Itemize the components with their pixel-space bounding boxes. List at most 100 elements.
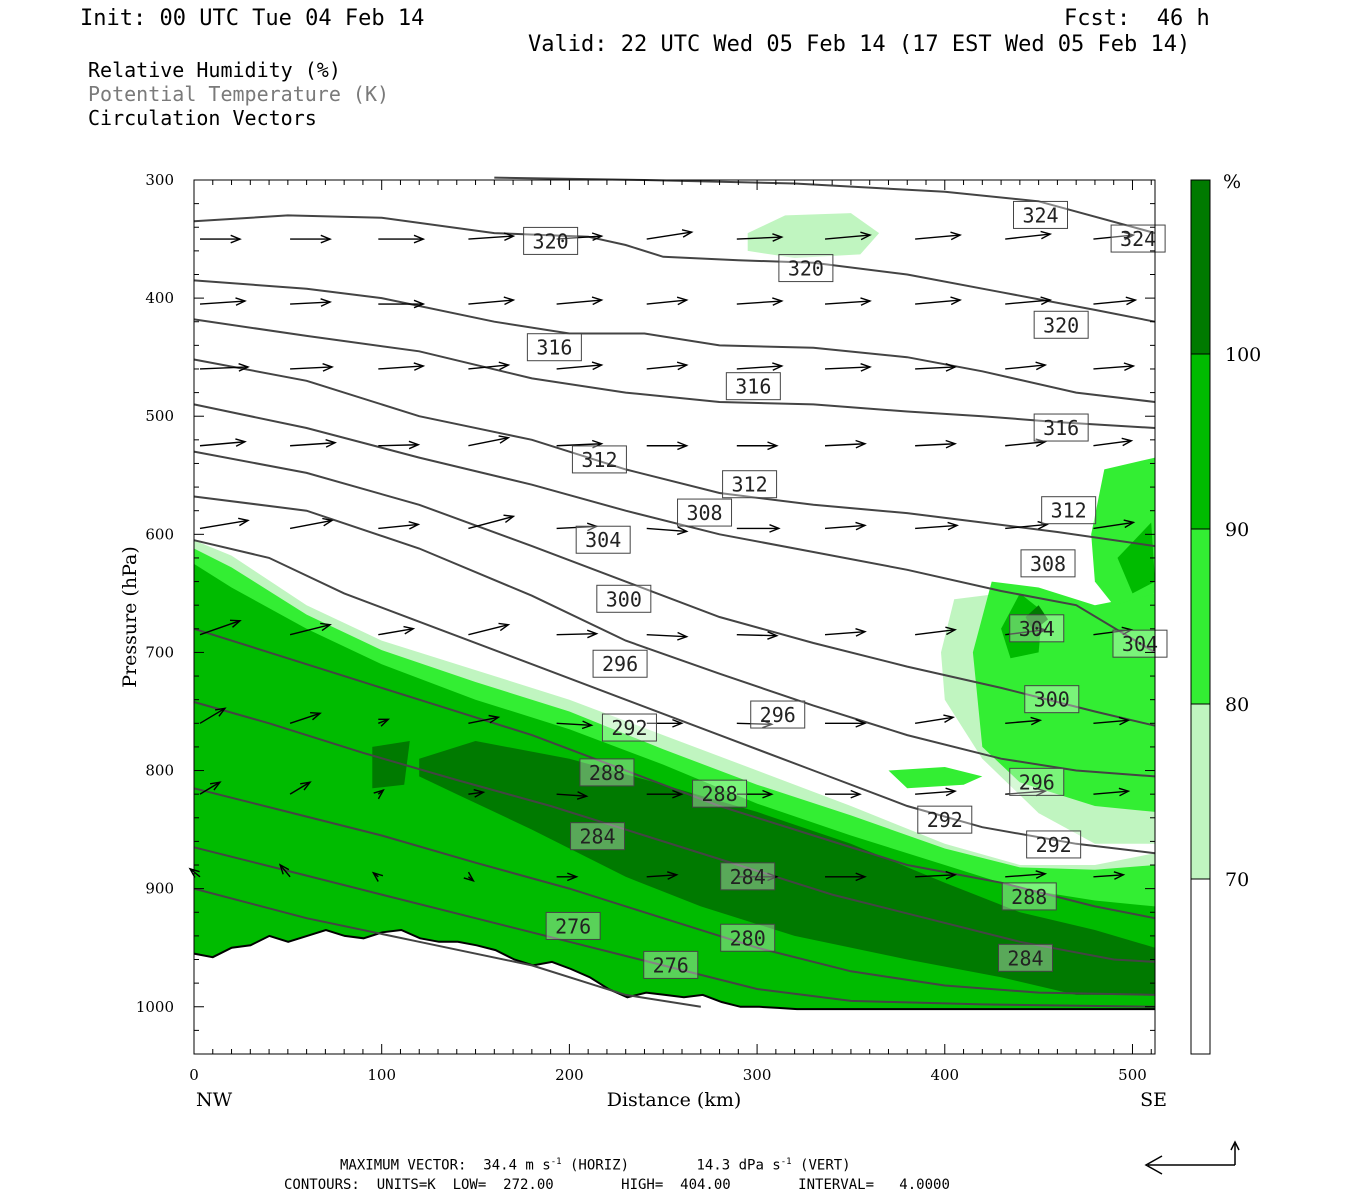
vector-arrow-head xyxy=(1123,519,1136,529)
vector-arrow xyxy=(736,365,782,370)
vector-arrow-head xyxy=(322,517,334,527)
vector-arrow-head xyxy=(408,440,421,450)
vector-arrow xyxy=(1005,719,1041,724)
contour-label: 284 xyxy=(1007,946,1043,970)
theta-contour-284 xyxy=(193,846,1156,1008)
vector-arrow xyxy=(1093,790,1129,795)
vector-arrow-head xyxy=(945,626,957,636)
contour-label-box xyxy=(750,700,806,729)
vector-arrow-head xyxy=(767,441,779,451)
vector-arrow xyxy=(824,631,866,636)
contour-label: 304 xyxy=(585,528,621,552)
vector-arrow-head xyxy=(300,781,312,791)
contour-label-box xyxy=(526,333,582,362)
vector-arrow xyxy=(915,524,958,530)
contour-label: 300 xyxy=(1034,688,1070,712)
vector-arrow xyxy=(915,299,961,305)
max-vector-horiz: MAXIMUM VECTOR: 34.4 m s xyxy=(340,1157,551,1174)
vector-arrow-head xyxy=(950,296,962,306)
vector-arrow-head xyxy=(463,871,475,882)
axes: 300 400 500 600 700 800 900 1000 0 100 200 300 400 50… xyxy=(119,171,1167,1111)
vector-arrow xyxy=(468,299,514,305)
vector-arrow xyxy=(1005,629,1046,636)
vector-arrow-head xyxy=(1035,361,1048,371)
vector-arrow xyxy=(646,364,687,370)
y-axis-label: Pressure (hPa) xyxy=(119,546,141,688)
contour-label: 312 xyxy=(1051,499,1087,523)
contour-label-box xyxy=(1024,685,1080,714)
contour-label: 292 xyxy=(1036,833,1072,857)
vector-arrow xyxy=(1093,365,1134,370)
vector-arrow-head xyxy=(855,521,867,531)
contour-label: 296 xyxy=(602,652,638,676)
vector-arrow-head xyxy=(767,631,779,640)
vector-arrow-head xyxy=(1125,296,1138,306)
terrain-mask xyxy=(194,930,1155,1054)
vector-arrow xyxy=(289,712,321,724)
vector-arrow-head xyxy=(1040,230,1053,240)
vector-arrow-head xyxy=(945,439,957,449)
vector-arrow xyxy=(290,366,333,370)
terrain-line xyxy=(193,928,1155,1011)
x-tick-label: 500 xyxy=(1118,1066,1147,1084)
contour-label: 324 xyxy=(1120,227,1156,251)
contour-label-box xyxy=(1033,413,1089,442)
vector-arrow xyxy=(199,366,249,370)
contour-label-box xyxy=(722,470,778,499)
theta-contour-320 xyxy=(193,279,1156,403)
contour-label: 296 xyxy=(1019,770,1055,794)
vector-arrow xyxy=(1093,299,1136,305)
vector-arrow-head xyxy=(1123,362,1136,372)
vector-arrow-head xyxy=(581,720,594,730)
y-tick-label: 600 xyxy=(145,525,174,543)
valid-time: Valid: 22 UTC Wed 05 Feb 14 (17 EST Wed … xyxy=(528,32,1191,57)
horiz-label: (HORIZ) xyxy=(570,1157,630,1174)
vector-arrow-head xyxy=(591,439,604,449)
contour-label: 324 xyxy=(1022,203,1058,227)
vector-arrow-head xyxy=(209,781,222,791)
max-vector-vert: 14.3 dPa s xyxy=(696,1157,781,1174)
x-axis-label: Distance (km) xyxy=(607,1089,742,1111)
vector-arrow-head xyxy=(373,789,385,800)
vector-arrow-head xyxy=(762,789,774,799)
rh-region-10 xyxy=(372,741,410,789)
vector-arrow-head xyxy=(850,789,862,799)
contour-label-box xyxy=(1110,224,1166,253)
contour-label: 320 xyxy=(533,229,569,253)
vector-arrow xyxy=(824,524,866,530)
rh-region-6 xyxy=(888,767,983,789)
contour-label-box xyxy=(571,445,627,474)
contour-label: 320 xyxy=(1043,313,1079,337)
contour-label: 312 xyxy=(581,448,617,472)
vector-arrow xyxy=(1005,299,1051,305)
x-tick-label: 300 xyxy=(743,1066,772,1084)
vector-arrow xyxy=(378,365,424,370)
vector-arrow-head xyxy=(498,622,511,632)
vector-arrow-head xyxy=(591,361,604,371)
vector-arrow xyxy=(556,299,602,305)
rh-region-12 xyxy=(1025,605,1048,632)
contour-label: 320 xyxy=(788,257,824,281)
vector-arrow-head xyxy=(681,229,694,238)
vector-arrow xyxy=(824,300,871,305)
vector-arrow-head xyxy=(498,361,511,371)
vector-arrow xyxy=(1005,364,1046,370)
vector-arrow-head xyxy=(672,718,684,728)
y-tick-label: 800 xyxy=(145,762,174,780)
vector-arrow xyxy=(556,364,602,370)
vector-arrow-head xyxy=(672,789,684,799)
vector-arrow xyxy=(468,624,509,636)
vector-arrow-head xyxy=(188,867,200,878)
vector-arrow-head xyxy=(860,297,872,306)
contour-label-box xyxy=(1009,767,1065,796)
contour-label: 292 xyxy=(927,808,963,832)
vector-arrow-head xyxy=(1113,871,1126,880)
vector-arrow xyxy=(279,864,291,878)
contour-label: 284 xyxy=(730,865,766,889)
vector-arrow xyxy=(646,231,692,240)
vector-arrow-head xyxy=(498,435,511,444)
vector-arrow-head xyxy=(947,521,959,531)
vector-arrow-head xyxy=(945,363,957,372)
contour-label-box xyxy=(778,254,834,283)
colorbar-label: 70 xyxy=(1225,869,1249,891)
